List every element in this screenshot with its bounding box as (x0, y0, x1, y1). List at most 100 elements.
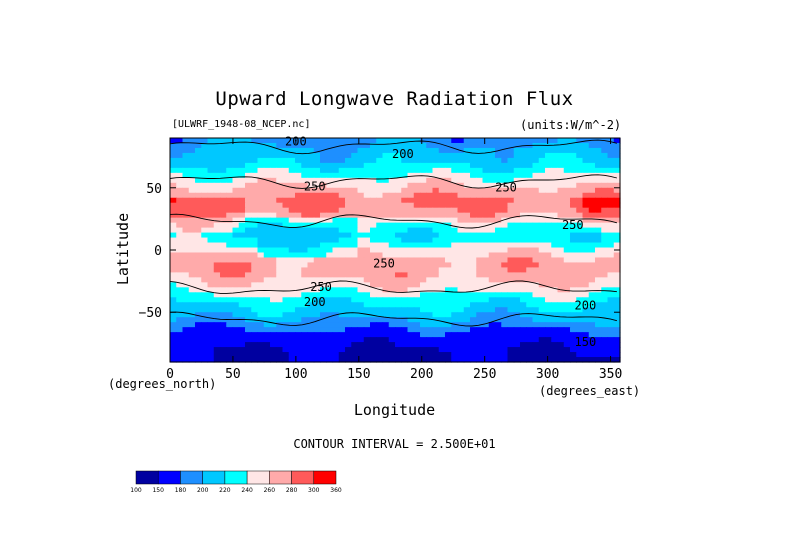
heatmap-cell (507, 347, 515, 353)
heatmap-cell (245, 322, 252, 328)
heatmap-cell (582, 352, 590, 358)
heatmap-cell (413, 332, 421, 338)
heatmap-cell (595, 217, 602, 224)
heatmap-cell (170, 162, 177, 169)
heatmap-cell (538, 177, 546, 184)
heatmap-cell (413, 262, 421, 269)
heatmap-cell (570, 267, 577, 273)
heatmap-cell (588, 287, 596, 293)
heatmap-cell (570, 312, 577, 318)
heatmap-cell (201, 252, 209, 259)
heatmap-cell (576, 337, 584, 343)
heatmap-cell (363, 322, 371, 328)
heatmap-cell (276, 322, 284, 328)
heatmap-cell (407, 172, 415, 179)
heatmap-cell (507, 142, 515, 149)
heatmap-cell (238, 297, 246, 303)
heatmap-cell (520, 207, 527, 214)
heatmap-cell (607, 302, 615, 308)
heatmap-cell (370, 332, 377, 338)
heatmap-cell (170, 257, 177, 264)
heatmap-cell (326, 262, 334, 269)
heatmap-cell (476, 357, 484, 363)
heatmap-cell (563, 342, 571, 348)
heatmap-cell (245, 292, 252, 298)
heatmap-cell (426, 352, 434, 358)
heatmap-cell (207, 327, 215, 333)
heatmap-cell (307, 262, 315, 269)
heatmap-cell (220, 317, 227, 323)
heatmap-cell (457, 312, 465, 318)
heatmap-cell (601, 152, 609, 159)
heatmap-cell (570, 307, 577, 313)
heatmap-cell (570, 332, 577, 338)
heatmap-cell (207, 247, 215, 254)
heatmap-cell (332, 227, 340, 234)
heatmap-cell (307, 157, 315, 164)
heatmap-cell (351, 142, 359, 149)
heatmap-cell (526, 227, 534, 234)
heatmap-cell (488, 282, 496, 288)
heatmap-cell (601, 212, 609, 219)
heatmap-cell (170, 252, 177, 259)
heatmap-cell (282, 337, 290, 343)
heatmap-cell (563, 307, 571, 313)
contour-label: 250 (310, 280, 332, 294)
heatmap-cell (357, 222, 365, 229)
heatmap-cell (538, 237, 546, 244)
heatmap-cell (320, 212, 327, 219)
heatmap-cell (345, 352, 352, 358)
heatmap-cell (326, 197, 334, 204)
colorbar-tick-label: 280 (286, 487, 298, 494)
heatmap-cell (388, 327, 396, 333)
heatmap-cell (357, 312, 365, 318)
heatmap-cell (395, 222, 402, 229)
heatmap-cell (338, 162, 346, 169)
heatmap-cell (251, 202, 259, 209)
heatmap-cell (332, 327, 340, 333)
heatmap-cell (326, 302, 334, 308)
heatmap-cell (495, 247, 502, 254)
heatmap-cell (451, 237, 459, 244)
heatmap-cell (295, 337, 302, 343)
heatmap-cell (232, 167, 240, 174)
heatmap-cell (257, 192, 265, 199)
heatmap-cell (251, 297, 259, 303)
heatmap-cell (195, 277, 202, 283)
heatmap-cell (251, 212, 259, 219)
heatmap-cell (276, 157, 284, 164)
heatmap-cell (351, 302, 359, 308)
heatmap-cell (538, 272, 546, 278)
heatmap-cell (551, 252, 559, 259)
heatmap-cell (295, 257, 302, 264)
heatmap-cell (320, 187, 327, 194)
heatmap-cell (588, 147, 596, 154)
heatmap-cell (551, 317, 559, 323)
heatmap-cell (601, 287, 609, 293)
heatmap-cell (195, 322, 202, 328)
heatmap-cell (595, 297, 602, 303)
heatmap-cell (301, 182, 309, 189)
heatmap-cell (338, 202, 346, 209)
heatmap-cell (476, 247, 484, 254)
heatmap-cell (226, 192, 234, 199)
heatmap-cell (176, 157, 184, 164)
heatmap-cell (288, 152, 296, 159)
heatmap-cell (463, 292, 471, 298)
heatmap-cell (563, 202, 571, 209)
heatmap-cell (401, 287, 409, 293)
heatmap-cell (457, 337, 465, 343)
heatmap-cell (345, 267, 352, 273)
heatmap-cell (563, 272, 571, 278)
heatmap-cell (395, 342, 402, 348)
heatmap-cell (457, 297, 465, 303)
heatmap-cell (295, 272, 302, 278)
heatmap-cell (282, 222, 290, 229)
heatmap-cell (188, 327, 196, 333)
heatmap-cell (501, 342, 509, 348)
heatmap-cell (363, 162, 371, 169)
heatmap-cell (595, 222, 602, 229)
heatmap-cell (388, 142, 396, 149)
heatmap-cell (551, 277, 559, 283)
heatmap-cell (207, 307, 215, 313)
